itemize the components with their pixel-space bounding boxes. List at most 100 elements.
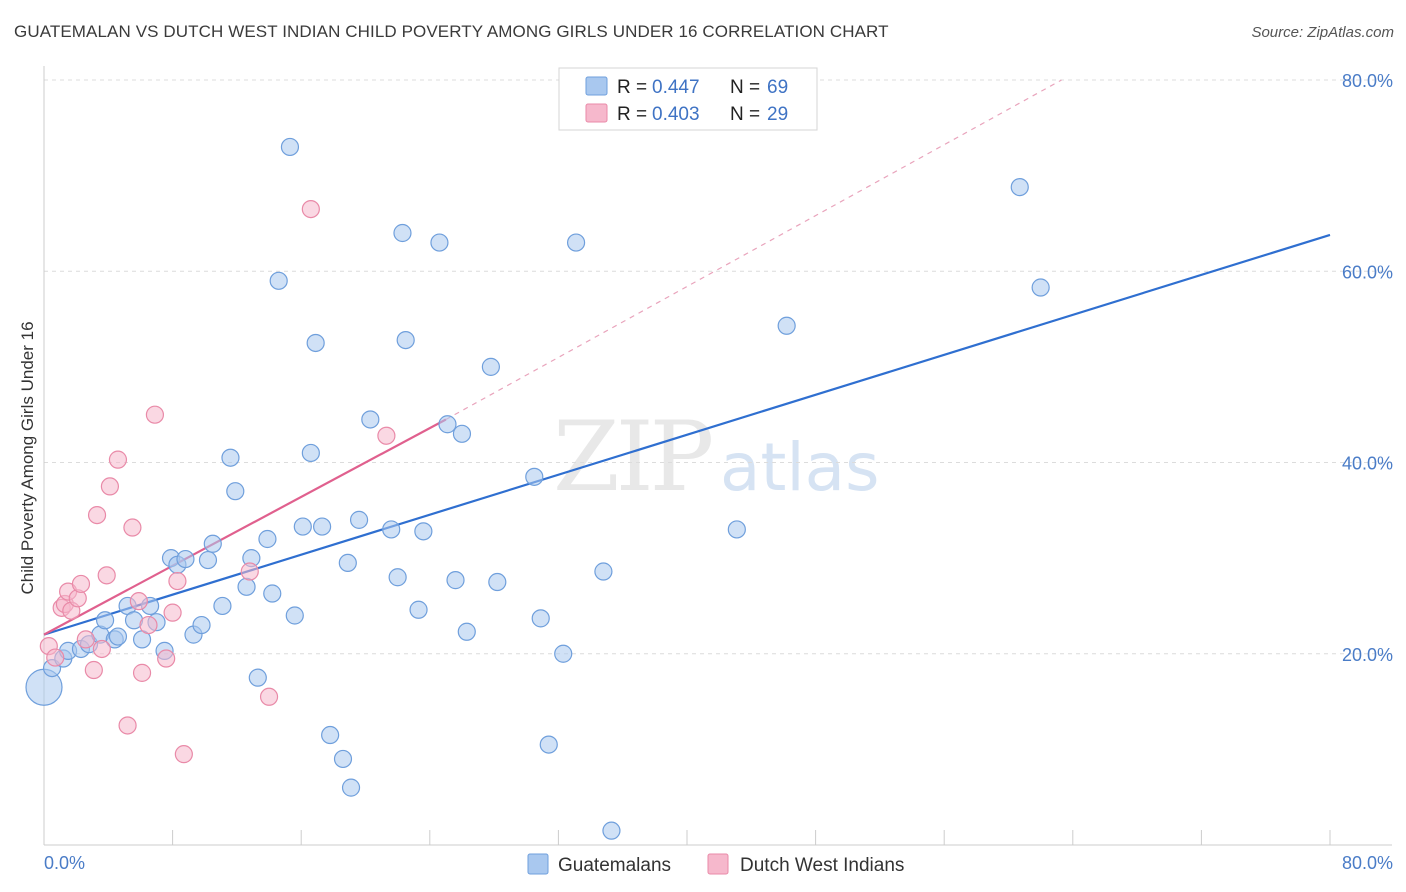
- dutch-point-21: [157, 649, 176, 668]
- watermark-zip: ZIP: [553, 401, 712, 513]
- guatemalan-point-52: [446, 571, 465, 590]
- guatemalan-point-39: [333, 749, 353, 769]
- dutch-point-13: [100, 477, 120, 496]
- guatemalan-point-63: [602, 821, 621, 840]
- watermark: ZIP atlas: [553, 401, 880, 513]
- guatemalan-point-46: [393, 223, 412, 243]
- dutch-point-20: [145, 405, 165, 424]
- guatemalan-point-28: [248, 668, 267, 687]
- guatemalans-trendline: [43, 233, 1331, 636]
- axes: [43, 66, 1392, 846]
- dutch-point-26: [259, 687, 279, 706]
- guatemalan-point-43: [361, 410, 380, 429]
- guatemalan-point-7: [95, 611, 115, 630]
- y-tick-label-1: 40.0%: [1342, 454, 1393, 474]
- guatemalan-point-51: [438, 415, 457, 434]
- dutch-point-11: [92, 639, 111, 659]
- dutch-point-10: [87, 505, 107, 525]
- guatemalan-point-50: [430, 233, 449, 252]
- dutch-point-8: [76, 630, 95, 649]
- dutch-point-24: [174, 745, 193, 764]
- guatemalan-point-47: [396, 331, 415, 350]
- dutch-point-15: [118, 716, 137, 735]
- dutch-point-1: [46, 648, 65, 667]
- guatemalan-point-48: [409, 600, 428, 619]
- dutch-point-25: [240, 562, 259, 581]
- legend-n-label-guatemalans: N =: [730, 77, 760, 98]
- dutch-point-12: [97, 566, 116, 585]
- x-tick-labels: 0.0% 80.0%: [44, 853, 1393, 873]
- dutch-point-17: [129, 592, 148, 611]
- guatemalan-point-34: [293, 517, 312, 536]
- guatemalan-point-64: [727, 520, 746, 539]
- y-tick-labels: 20.0% 40.0% 60.0% 80.0%: [1342, 71, 1393, 665]
- legend-n-value-dutch: 29: [767, 104, 788, 125]
- dutch-point-9: [84, 660, 103, 680]
- trendlines: [43, 79, 1331, 636]
- guatemalan-point-23: [213, 596, 232, 616]
- guatemalan-point-41: [341, 778, 361, 797]
- source-credit: Source: ZipAtlas.com: [1251, 24, 1394, 41]
- y-axis-label: Child Poverty Among Girls Under 16: [18, 321, 37, 594]
- legend-n-label-dutch: N =: [730, 104, 760, 125]
- x-tick-label-0: 0.0%: [44, 853, 85, 873]
- gridlines: [44, 79, 1392, 655]
- y-tick-label-3: 80.0%: [1342, 71, 1393, 91]
- chart-title: GUATEMALAN VS DUTCH WEST INDIAN CHILD PO…: [14, 22, 889, 41]
- guatemalan-point-65: [777, 316, 796, 335]
- guatemalan-point-33: [285, 606, 304, 625]
- guatemalan-point-36: [306, 333, 325, 353]
- legend-swatch-dutch: [585, 103, 608, 123]
- guatemalan-point-24: [221, 448, 240, 467]
- guatemalan-point-37: [312, 517, 332, 536]
- watermark-atlas: atlas: [720, 429, 880, 506]
- guatemalan-point-53: [452, 424, 472, 443]
- guatemalan-point-60: [554, 644, 573, 663]
- guatemalan-point-40: [338, 553, 357, 573]
- guatemalan-point-26: [237, 577, 256, 596]
- guatemalan-point-22: [203, 534, 222, 553]
- guatemalan-point-20: [192, 615, 211, 635]
- x-tick-label-1: 80.0%: [1342, 853, 1393, 873]
- guatemalan-point-57: [525, 467, 544, 486]
- y-tick-label-0: 20.0%: [1342, 645, 1393, 665]
- guatemalan-point-58: [531, 609, 550, 628]
- series-legend-swatch-dutch: [707, 853, 729, 875]
- dutch-point-28: [377, 426, 396, 445]
- guatemalan-point-56: [488, 572, 507, 592]
- dutch-point-14: [108, 450, 128, 469]
- guatemalan-point-29: [258, 529, 277, 549]
- dutch-point-19: [139, 615, 158, 635]
- guatemalan-point-42: [349, 510, 369, 529]
- guatemalan-point-55: [481, 357, 500, 376]
- legend-r-label-dutch: R =: [617, 104, 647, 125]
- dutch-point-18: [132, 663, 152, 682]
- series-legend-swatch-guatemalans: [527, 853, 549, 875]
- guatemalan-point-25: [226, 482, 245, 501]
- guatemalan-point-32: [280, 137, 300, 157]
- stats-legend: R = 0.447 N = 69 R = 0.403 N = 29: [558, 67, 818, 131]
- guatemalan-point-66: [1010, 178, 1029, 197]
- dutch-trendline-extension: [445, 79, 1062, 420]
- dutch-point-7: [71, 574, 91, 594]
- guatemalan-point-31: [269, 271, 288, 290]
- guatemalan-point-18: [176, 549, 195, 569]
- guatemalan-point-9: [108, 627, 128, 646]
- series-legend: Guatemalans Dutch West Indians: [527, 853, 904, 876]
- legend-r-label-guatemalans: R =: [617, 77, 647, 98]
- guatemalan-point-67: [1031, 278, 1050, 297]
- legend-swatch-guatemalans: [585, 76, 608, 96]
- guatemalan-point-44: [382, 520, 401, 539]
- data-points: [25, 137, 1050, 840]
- dutch-point-23: [168, 571, 187, 591]
- guatemalan-point-38: [321, 725, 340, 745]
- guatemalan-point-45: [388, 568, 407, 587]
- guatemalan-point-54: [457, 622, 476, 641]
- legend-r-value-dutch: 0.403: [652, 104, 700, 125]
- guatemalan-point-61: [566, 233, 586, 252]
- guatemalan-point-62: [594, 562, 613, 581]
- series-legend-label-guatemalans: Guatemalans: [558, 855, 671, 876]
- guatemalan-point-21: [198, 550, 218, 570]
- guatemalan-point-49: [414, 522, 433, 541]
